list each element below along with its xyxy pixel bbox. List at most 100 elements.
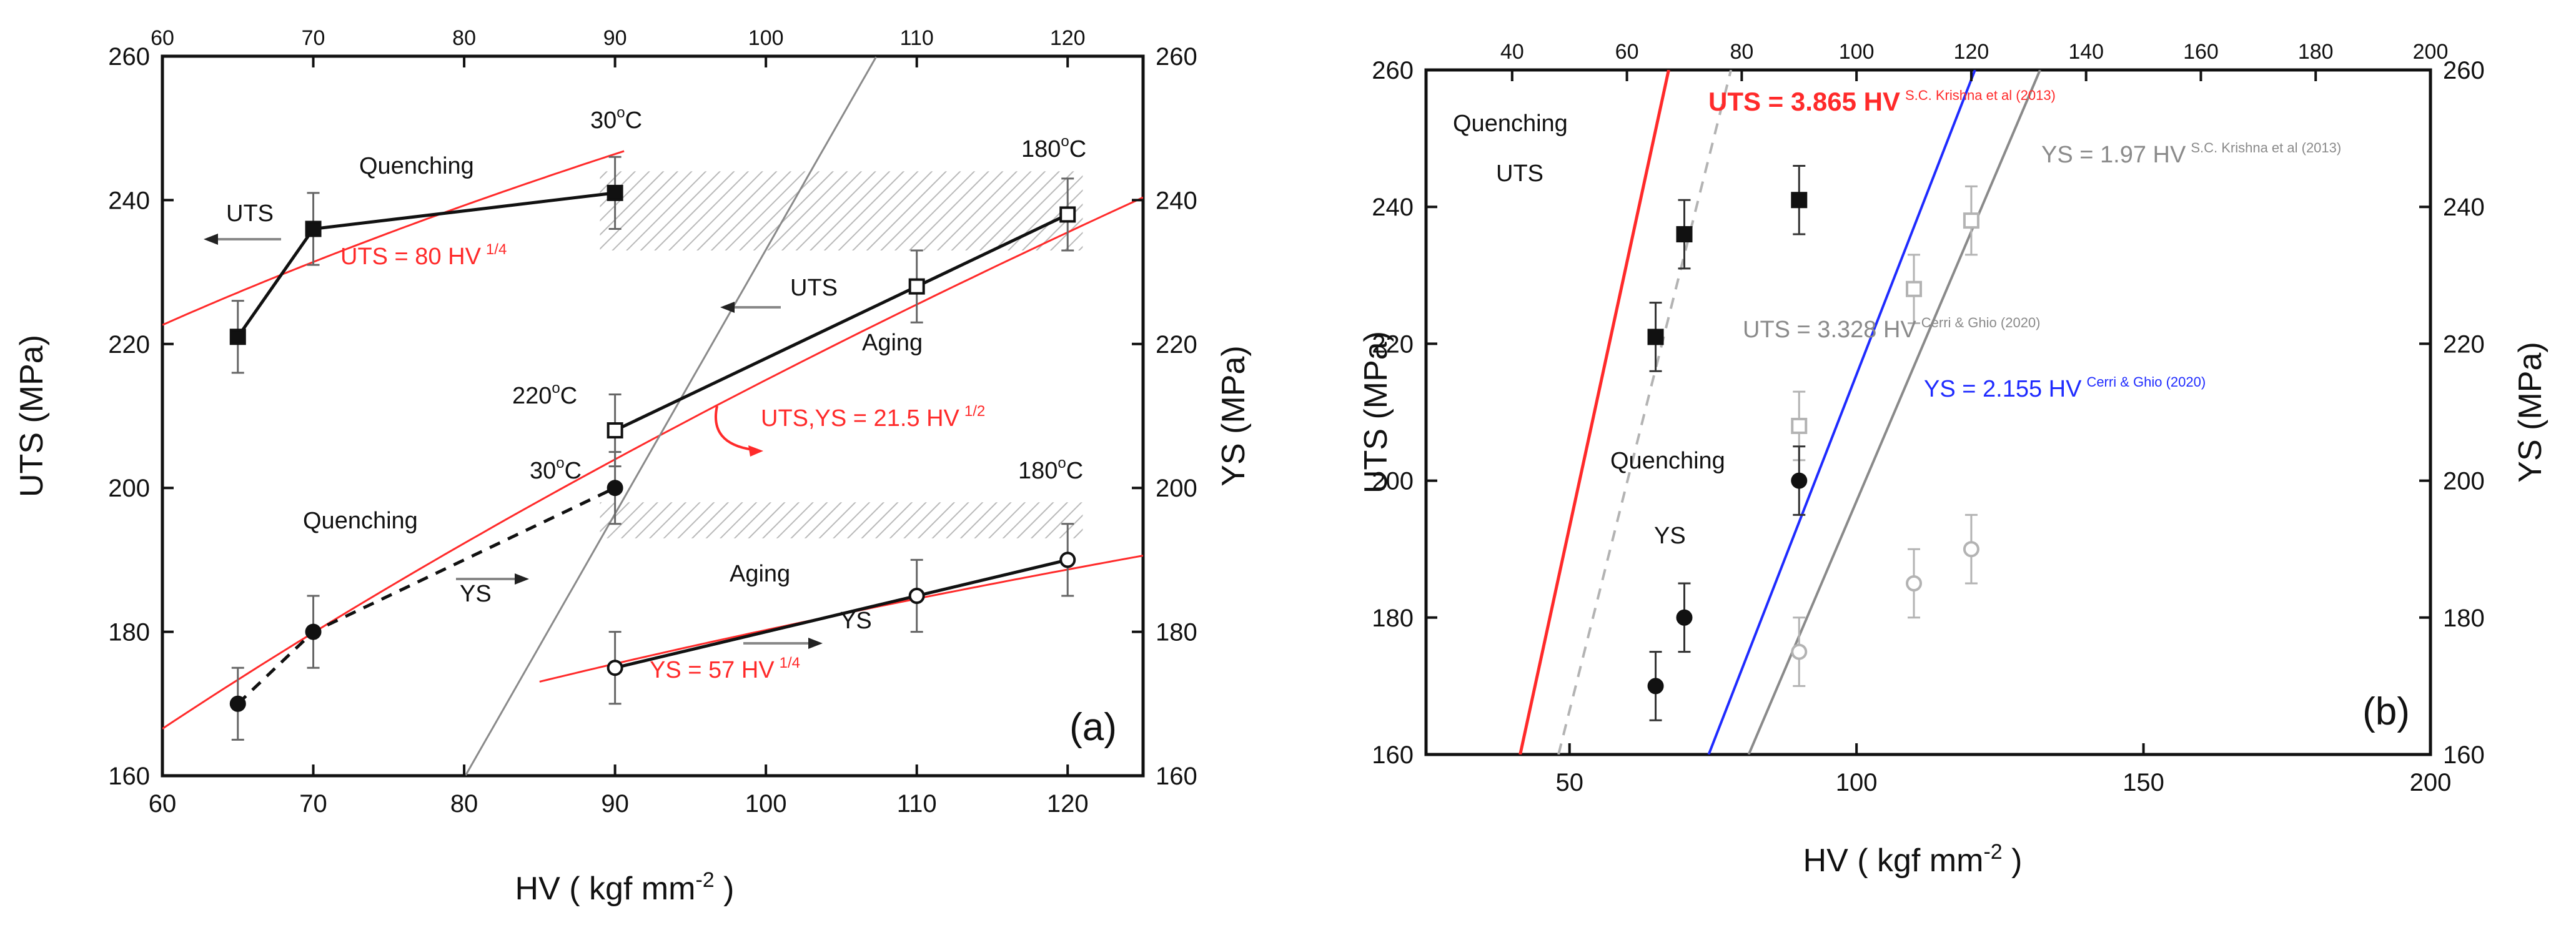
xlabel-superscript: -2: [1983, 840, 2002, 864]
data-point: [1676, 609, 1693, 626]
arrowhead-uts-middle: [720, 302, 735, 313]
fit-label: UTS = 3.328 HV: [1743, 317, 1916, 343]
annotation-gray-fit: YS = 1.97 HV S.C. Krishna et al (2013): [2041, 140, 2341, 168]
degree-symbol: o: [552, 380, 560, 397]
right-y-tick-label: 240: [2443, 194, 2485, 221]
panel-label: (a): [1069, 706, 1117, 749]
y-tick-label: 200: [108, 475, 150, 502]
fit-label: YS = 57 HV: [650, 657, 775, 683]
xlabel-superscript: -2: [695, 868, 714, 892]
fit-line: [1518, 70, 1670, 754]
fit-label: UTS = 80 HV: [340, 244, 482, 270]
fit-source: Cerri & Ghio (2020): [1921, 315, 2041, 330]
arrowhead-ys-right: [808, 638, 823, 649]
fit-line: [1707, 70, 1976, 754]
y-tick-label: 260: [1372, 57, 1414, 84]
linear-reference-line: [465, 56, 877, 776]
temperature-value: 180: [1021, 136, 1061, 162]
top-tick-label: 180: [2298, 40, 2334, 64]
fit-label: UTS = 3.865 HV: [1708, 87, 1900, 116]
plot-frame: [1424, 68, 2432, 756]
right-y-tick-label: 240: [1156, 187, 1197, 214]
curved-arrowhead-root-fit: [748, 445, 763, 457]
temperature-value: 220: [512, 383, 552, 409]
x-tick-label: 200: [2410, 769, 2452, 796]
data-series: [1647, 164, 1979, 721]
data-point: [607, 660, 623, 676]
xlabel: HV ( kgf mm-2 ): [515, 868, 735, 907]
x-tick-label: 100: [1836, 769, 1878, 796]
fit-label: YS = 1.97 HV: [2041, 142, 2186, 168]
data-point: [1791, 417, 1808, 434]
right-y-tick-label: 180: [2443, 605, 2485, 632]
right-y-tick-label: 220: [1156, 331, 1197, 359]
annotation-temp-30-upper: 30oC: [590, 104, 642, 134]
y-tick-label: 200: [1372, 468, 1414, 495]
fit-curve: [162, 196, 1143, 730]
fit-label: YS = 2.155 HV: [1924, 376, 2082, 402]
ylabel-left: UTS (MPa): [1358, 331, 1394, 493]
right-y-tick-label: 220: [2443, 330, 2485, 358]
fit-source: S.C. Krishna et al (2013): [2191, 140, 2341, 156]
data-point: [305, 623, 322, 640]
annotation-quenching-ys: Quenching: [303, 508, 418, 534]
celsius-symbol: C: [1066, 458, 1083, 484]
data-point: [305, 220, 322, 237]
annotation-quenching-ys: Quenching: [1610, 448, 1725, 474]
top-tick-label: 60: [1615, 40, 1639, 64]
annotation-blue-fit: YS = 2.155 HV Cerri & Ghio (2020): [1924, 374, 2206, 402]
hatch-regions: [600, 171, 1083, 538]
curved-arrow-root-fit: [715, 405, 753, 451]
annotation-temp-30-lower: 30oC: [530, 455, 582, 484]
annotation-red-fit: UTS = 3.865 HV S.C. Krishna et al (2013): [1708, 87, 2056, 116]
x-tick-label: 100: [745, 790, 787, 818]
fit-exponent: 1/4: [486, 241, 507, 258]
data-point: [1676, 226, 1693, 243]
top-tick-label: 70: [302, 26, 325, 50]
right-y-tick-label: 180: [1156, 619, 1197, 646]
top-tick-label: 120: [1954, 40, 1989, 64]
y-tick-label: 240: [1372, 194, 1414, 221]
ylabel-right: YS (MPa): [1216, 345, 1252, 486]
data-point: [908, 278, 925, 295]
data-point: [1647, 329, 1664, 345]
annotation-ys: YS: [1654, 523, 1686, 549]
hatched-region: [600, 502, 1083, 538]
y-tick-label: 180: [1372, 605, 1414, 632]
right-y-tick-label: 200: [1156, 475, 1197, 502]
y-tick-label: 220: [1372, 330, 1414, 358]
annotation-temp-180-upper: 180oC: [1021, 133, 1086, 162]
top-tick-label: 80: [452, 26, 476, 50]
annotation-dashed-fit: UTS = 3.328 HV Cerri & Ghio (2020): [1743, 315, 2041, 343]
fit-label: UTS,YS = 21.5 HV: [761, 405, 960, 432]
degree-symbol: o: [1058, 455, 1066, 472]
axis-ticks: 60 70 80 90 100 110 120 60 70 80 90 100 110 120 160 160…: [108, 26, 1197, 818]
ylabel-left: UTS (MPa): [14, 335, 50, 497]
series-line: [237, 486, 616, 705]
right-y-tick-label: 160: [2443, 741, 2485, 769]
ylabel-right: YS (MPa): [2512, 342, 2549, 482]
annotation-temp-220: 220oC: [512, 380, 577, 409]
plot-frame: [161, 54, 1145, 778]
panel-a: 60 70 80 90 100 110 120 60 70 80 90 100 110 120 160 160…: [14, 26, 1252, 907]
annotation-aging-lower: Aging: [730, 561, 790, 587]
data-point: [1791, 643, 1808, 660]
data-series: [229, 156, 1076, 741]
data-point: [1906, 575, 1923, 591]
temperature-value: 30: [530, 458, 556, 484]
arrowhead-uts-left: [204, 234, 218, 245]
top-tick-label: 100: [1839, 40, 1875, 64]
data-point: [1791, 472, 1808, 489]
top-tick-label: 60: [151, 26, 174, 50]
celsius-symbol: C: [565, 458, 582, 484]
annotation-quenching-uts: Quenching: [359, 153, 474, 179]
x-tick-label: 50: [1555, 769, 1583, 796]
data-point: [1963, 212, 1979, 229]
panel-label: (b): [2362, 690, 2410, 733]
fit-exponent: 1/2: [964, 403, 985, 420]
xlabel-main: HV ( kgf mm: [515, 871, 696, 907]
y-tick-label: 240: [108, 187, 150, 214]
fit-source: Cerri & Ghio (2020): [2086, 374, 2206, 390]
